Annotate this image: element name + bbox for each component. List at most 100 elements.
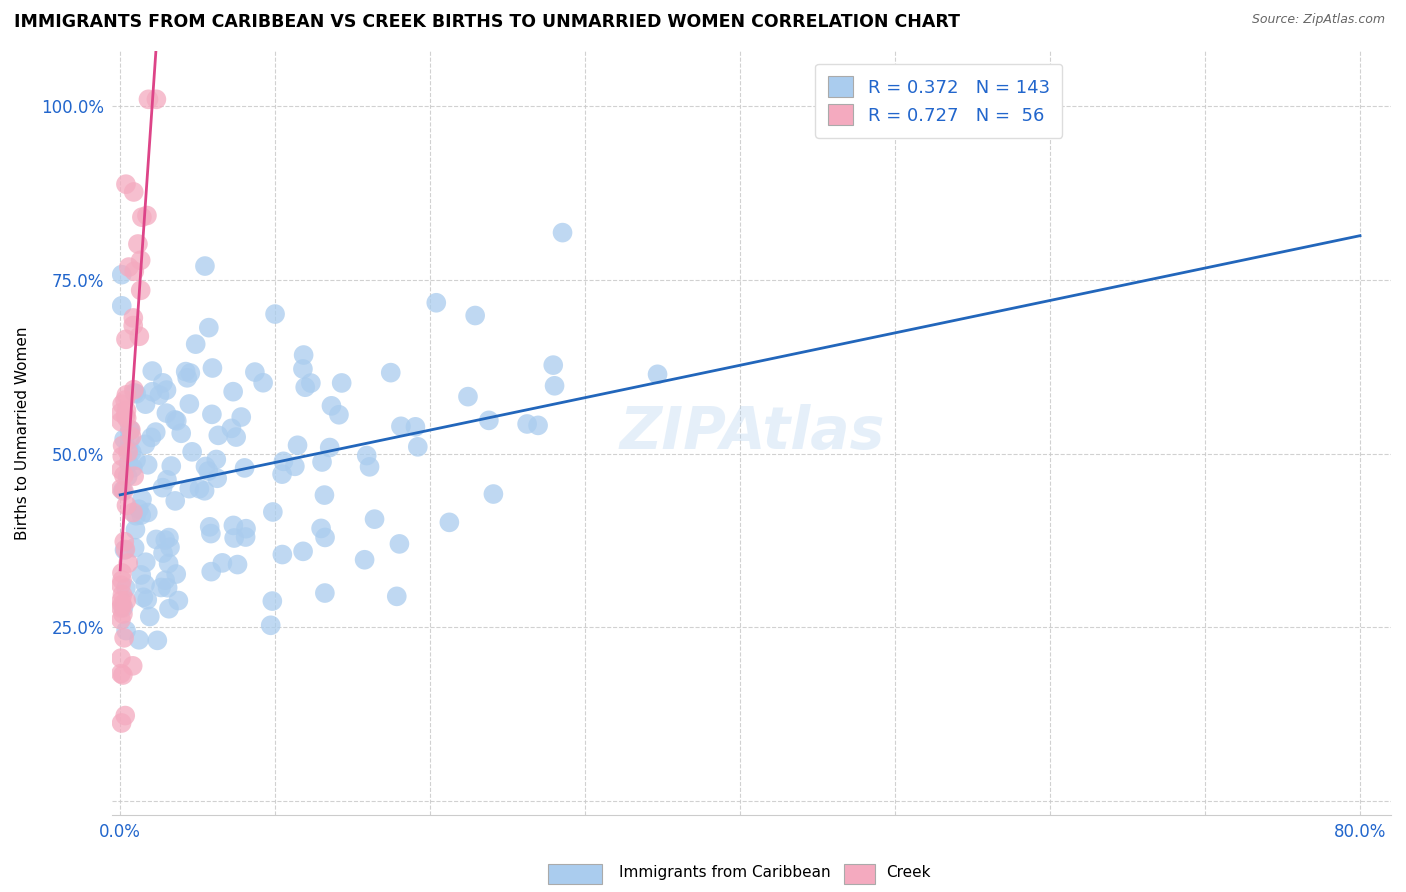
Point (141, 364, 163, 378)
Point (159, 540, 181, 554)
Point (201, 361, 224, 376)
Point (153, 574, 176, 588)
Point (110, 482, 132, 496)
Point (112, 483, 135, 498)
Point (146, 633, 169, 648)
Point (179, 482, 201, 496)
Point (221, 421, 243, 435)
Point (380, 366, 402, 380)
Point (166, 414, 188, 428)
Point (165, 567, 187, 582)
Point (260, 618, 283, 632)
Point (122, 185, 145, 199)
Point (110, 716, 132, 731)
Point (125, 453, 148, 467)
Point (110, 651, 132, 665)
Point (226, 558, 249, 572)
Point (527, 418, 550, 433)
Point (184, 337, 207, 351)
Point (115, 332, 138, 346)
Point (136, 592, 159, 607)
Point (160, 458, 183, 473)
Point (155, 533, 177, 547)
Point (299, 376, 322, 390)
Point (114, 542, 136, 557)
Point (117, 445, 139, 459)
Point (122, 318, 145, 333)
Text: Source: ZipAtlas.com: Source: ZipAtlas.com (1251, 13, 1385, 27)
Point (111, 439, 134, 453)
Point (389, 419, 412, 434)
Point (136, 458, 159, 472)
Point (292, 348, 315, 362)
Point (118, 433, 141, 447)
Point (284, 459, 307, 474)
Point (110, 415, 132, 429)
Point (157, 601, 180, 615)
Point (120, 423, 142, 437)
Point (110, 578, 132, 592)
Point (152, 481, 174, 495)
Point (328, 408, 350, 422)
Point (457, 390, 479, 404)
Point (124, 523, 146, 537)
Point (136, 506, 159, 520)
Point (464, 309, 486, 323)
Point (124, 385, 146, 400)
Point (647, 368, 669, 382)
Point (198, 520, 221, 534)
Point (478, 413, 501, 427)
Point (155, 383, 177, 397)
Point (156, 581, 179, 595)
Point (231, 410, 253, 425)
Point (132, 591, 155, 605)
Point (264, 307, 287, 321)
Point (115, 624, 138, 638)
Point (115, 388, 138, 402)
Point (225, 430, 247, 444)
Point (111, 268, 134, 282)
Point (145, 425, 167, 439)
Point (309, 521, 332, 535)
Point (111, 299, 134, 313)
Point (114, 393, 136, 408)
Point (541, 358, 564, 372)
Point (222, 518, 245, 533)
Legend: R = 0.372   N = 143, R = 0.727   N =  56: R = 0.372 N = 143, R = 0.727 N = 56 (815, 63, 1063, 137)
Point (176, 371, 198, 385)
Point (115, 581, 138, 595)
Point (516, 417, 538, 431)
Point (314, 530, 336, 544)
Point (111, 483, 134, 498)
Point (194, 459, 217, 474)
Point (330, 376, 353, 390)
Point (200, 526, 222, 541)
Point (125, 386, 148, 401)
Point (138, 92, 160, 106)
Point (134, 437, 156, 451)
Point (129, 508, 152, 522)
Point (163, 413, 186, 427)
Point (321, 399, 343, 413)
Point (235, 522, 257, 536)
Point (165, 494, 187, 508)
Point (115, 499, 138, 513)
Point (111, 566, 134, 580)
Point (156, 473, 179, 487)
Point (122, 310, 145, 325)
Text: Immigrants from Caribbean: Immigrants from Caribbean (619, 865, 831, 880)
Point (122, 469, 145, 483)
Point (233, 461, 256, 475)
Point (114, 708, 136, 723)
Text: IMMIGRANTS FROM CARIBBEAN VS CREEK BIRTHS TO UNMARRIED WOMEN CORRELATION CHART: IMMIGRANTS FROM CARIBBEAN VS CREEK BIRTH… (14, 13, 960, 31)
Point (111, 574, 134, 588)
Point (406, 440, 429, 454)
Point (291, 362, 314, 376)
Point (167, 593, 190, 607)
Point (115, 403, 138, 417)
Point (292, 544, 315, 558)
Point (111, 450, 134, 464)
Point (205, 452, 228, 467)
Point (198, 320, 221, 334)
Point (197, 464, 219, 478)
